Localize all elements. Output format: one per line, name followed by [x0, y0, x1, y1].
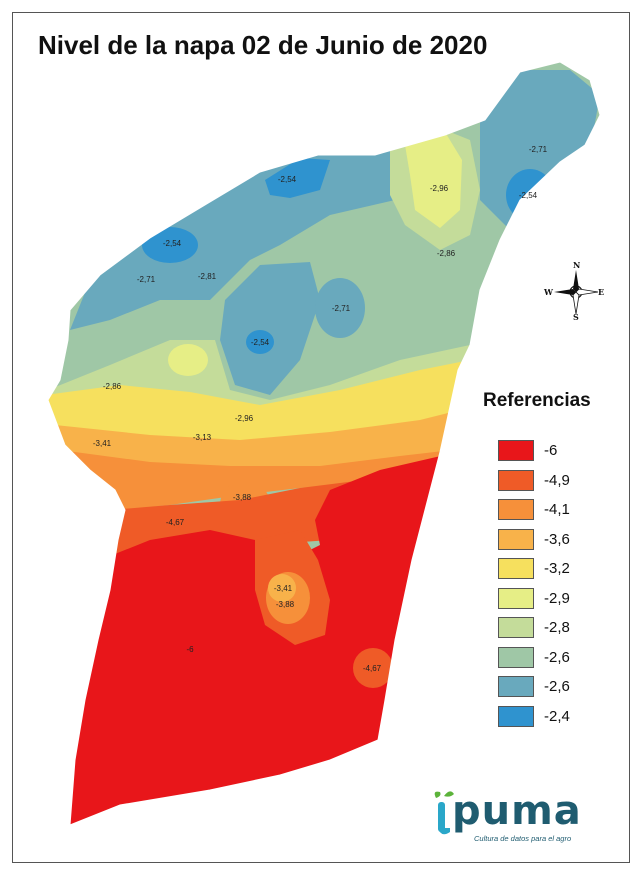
compass-rose-icon: [554, 270, 599, 315]
legend-label: -2,8: [544, 619, 570, 637]
zone-lightorange-band: [55, 410, 460, 470]
contour-label: -6: [186, 645, 194, 654]
contour-label: -2,54: [251, 338, 270, 347]
legend-swatch: [498, 469, 534, 491]
legend-swatch: [498, 587, 534, 609]
legend-swatch: [498, 646, 534, 668]
north-arrow-icon: N S E W: [544, 260, 606, 322]
compass-east-label: E: [598, 287, 605, 297]
compass-south-label: S: [573, 312, 579, 322]
legend-title: Referencias: [483, 390, 591, 411]
legend-label: -4,9: [544, 471, 570, 489]
contour-label: -3,41: [274, 584, 293, 593]
contour-label: -4,67: [363, 664, 382, 673]
legend-item: -3,2: [498, 554, 570, 584]
map-title: Nivel de la napa 02 de Junio de 2020: [38, 30, 488, 60]
contour-label: -3,13: [193, 433, 212, 442]
legend-label: -3,2: [544, 560, 570, 578]
contour-label: -2,71: [137, 275, 156, 284]
contour-label: -2,54: [519, 191, 538, 200]
compass-north-label: N: [573, 260, 581, 270]
zone-bluegrey-spot: [315, 278, 365, 338]
zone-paleyellow-spot: [168, 344, 208, 376]
zone-red: [60, 455, 450, 825]
contour-label: -2,54: [163, 239, 182, 248]
zone-orange-band: [60, 450, 452, 510]
zone-blue-2: [142, 227, 198, 263]
legend-item: -2,6: [498, 643, 570, 673]
field-outline: [47, 61, 601, 826]
legend-item: -4,9: [498, 466, 570, 496]
contour-label: -2,86: [103, 382, 122, 391]
legend-item: -2,8: [498, 613, 570, 643]
zone-bluegrey-north: [70, 150, 395, 330]
legend-label: -4,1: [544, 501, 570, 519]
contour-label: -3,88: [233, 493, 252, 502]
logo-tagline: Cultura de datos para el agro: [474, 834, 572, 843]
legend-label: -2,9: [544, 589, 570, 607]
legend-item: -2,4: [498, 702, 570, 732]
legend-item: -6: [498, 436, 570, 466]
contour-label: -3,88: [276, 600, 295, 609]
legend-swatch: [498, 499, 534, 521]
legend-item: -2,6: [498, 672, 570, 702]
contour-label: -2,81: [198, 272, 217, 281]
legend-label: -2,4: [544, 707, 570, 725]
logo-wordmark: puma: [452, 788, 582, 834]
legend-swatch: [498, 676, 534, 698]
legend-label: -3,6: [544, 530, 570, 548]
puma-logo-mark-icon: [434, 791, 454, 835]
zone-paleyellow-ne: [405, 132, 462, 228]
zone-lightorange-lobe: [268, 574, 296, 602]
puma-logo: puma Cultura de datos para el agro: [430, 786, 620, 850]
zone-bluegrey-center: [220, 262, 320, 395]
legend-label: -2,6: [544, 648, 570, 666]
legend-swatch: [498, 617, 534, 639]
zone-blue-1: [265, 158, 330, 198]
contour-label: -2,86: [437, 249, 456, 258]
legend-item: -3,6: [498, 525, 570, 555]
legend-item: -4,1: [498, 495, 570, 525]
legend-swatch: [498, 440, 534, 462]
legend: -6 -4,9 -4,1 -3,6 -3,2 -2,9 -2,8 -2,6 -2…: [498, 436, 570, 731]
contour-label: -2,71: [332, 304, 351, 313]
compass-west-label: W: [544, 287, 553, 297]
legend-swatch: [498, 528, 534, 550]
contour-label: -2,96: [430, 184, 449, 193]
legend-swatch: [498, 558, 534, 580]
contour-label: -3,41: [93, 439, 112, 448]
contour-label: -2,54: [278, 175, 297, 184]
zone-redorange-spot: [353, 648, 393, 688]
contour-label: -2,71: [529, 145, 548, 154]
legend-swatch: [498, 705, 534, 727]
legend-label: -6: [544, 442, 558, 460]
zone-blue-4: [246, 330, 274, 354]
legend-item: -2,9: [498, 584, 570, 614]
contour-label: -4,67: [166, 518, 185, 527]
legend-label: -2,6: [544, 678, 570, 696]
contour-label: -2,96: [235, 414, 254, 423]
zone-yellow-band: [48, 360, 470, 445]
